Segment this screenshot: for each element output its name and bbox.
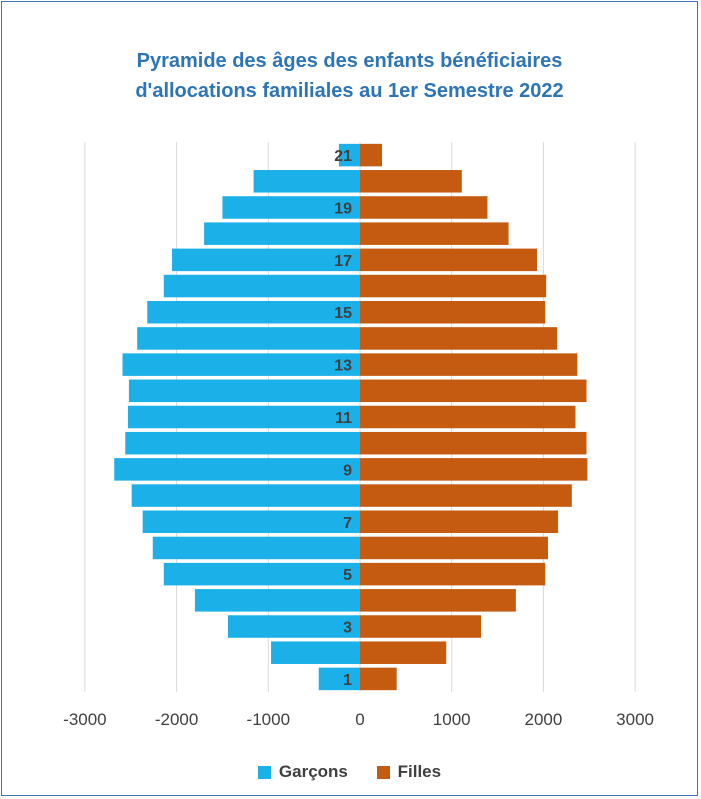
bar-filles-21 — [360, 143, 383, 167]
bar-filles-12 — [360, 379, 587, 403]
bar-filles-20 — [360, 170, 462, 193]
x-axis-ticks: -3000 -2000 -1000 0 1000 2000 3000 — [63, 710, 654, 729]
age-label-9: 9 — [343, 462, 352, 479]
bar-garcons-3 — [227, 615, 360, 638]
bar-filles-14 — [360, 327, 558, 350]
bars — [114, 143, 588, 691]
bar-garcons-10 — [125, 431, 360, 455]
age-label-19: 19 — [334, 200, 352, 217]
x-tick-label: 3000 — [616, 710, 654, 729]
bar-filles-15 — [360, 300, 546, 324]
legend-label-garcons: Garçons — [278, 762, 348, 781]
bar-filles-6 — [360, 536, 548, 560]
bar-filles-16 — [360, 274, 547, 298]
legend-item-filles: Filles — [376, 762, 442, 782]
age-label-11: 11 — [335, 410, 352, 427]
x-tick-label: -2000 — [155, 710, 198, 729]
x-tick-label: -1000 — [247, 710, 290, 729]
bar-garcons-4 — [194, 589, 360, 612]
bar-filles-1 — [360, 667, 397, 691]
bar-garcons-16 — [163, 274, 360, 298]
legend-label-filles: Filles — [397, 762, 442, 781]
bar-garcons-15 — [147, 300, 360, 324]
bar-filles-5 — [360, 562, 546, 586]
age-label-1: 1 — [343, 672, 352, 689]
bar-garcons-13 — [122, 353, 360, 376]
bar-filles-11 — [360, 405, 576, 429]
bar-garcons-18 — [204, 222, 360, 245]
bar-filles-4 — [360, 589, 516, 612]
bar-filles-2 — [360, 641, 447, 664]
age-label-13: 13 — [334, 358, 352, 375]
bar-garcons-21 — [338, 143, 360, 167]
legend-item-garcons: Garçons — [257, 762, 348, 782]
bar-garcons-5 — [163, 562, 360, 586]
age-label-5: 5 — [343, 567, 352, 584]
bar-garcons-14 — [137, 327, 360, 350]
age-label-17: 17 — [334, 253, 352, 270]
chart-title-line-2: d'allocations familiales au 1er Semestre… — [135, 80, 564, 102]
bar-garcons-12 — [128, 379, 360, 403]
bar-garcons-1 — [318, 667, 360, 691]
age-label-7: 7 — [343, 515, 352, 532]
age-label-3: 3 — [343, 620, 352, 637]
legend-swatch-filles — [376, 765, 390, 779]
legend-swatch-garcons — [257, 765, 271, 779]
bar-filles-19 — [360, 196, 488, 219]
age-label-21: 21 — [334, 148, 352, 165]
chart-title: Pyramide des âges des enfants bénéficiai… — [2, 46, 697, 106]
bar-filles-8 — [360, 484, 572, 507]
bar-filles-18 — [360, 222, 509, 245]
bar-garcons-17 — [172, 248, 360, 272]
bar-filles-10 — [360, 431, 587, 455]
bar-garcons-19 — [222, 196, 360, 219]
bar-filles-3 — [360, 615, 482, 638]
x-tick-label: 1000 — [433, 710, 471, 729]
bar-garcons-9 — [114, 458, 360, 481]
bar-garcons-8 — [131, 484, 360, 507]
bar-filles-13 — [360, 353, 578, 376]
bar-garcons-7 — [142, 510, 360, 534]
bar-filles-9 — [360, 458, 588, 481]
age-label-15: 15 — [334, 305, 352, 322]
bar-garcons-6 — [152, 536, 360, 560]
bar-filles-17 — [360, 248, 537, 272]
bar-garcons-2 — [271, 641, 360, 664]
bar-filles-7 — [360, 510, 559, 534]
chart-title-line-1: Pyramide des âges des enfants bénéficiai… — [136, 50, 563, 72]
x-tick-label: 2000 — [524, 710, 562, 729]
bar-garcons-11 — [127, 405, 361, 429]
bar-garcons-20 — [253, 170, 360, 193]
legend: Garçons Filles — [2, 762, 697, 784]
x-tick-label: 0 — [355, 710, 364, 729]
x-tick-label: -3000 — [63, 710, 106, 729]
